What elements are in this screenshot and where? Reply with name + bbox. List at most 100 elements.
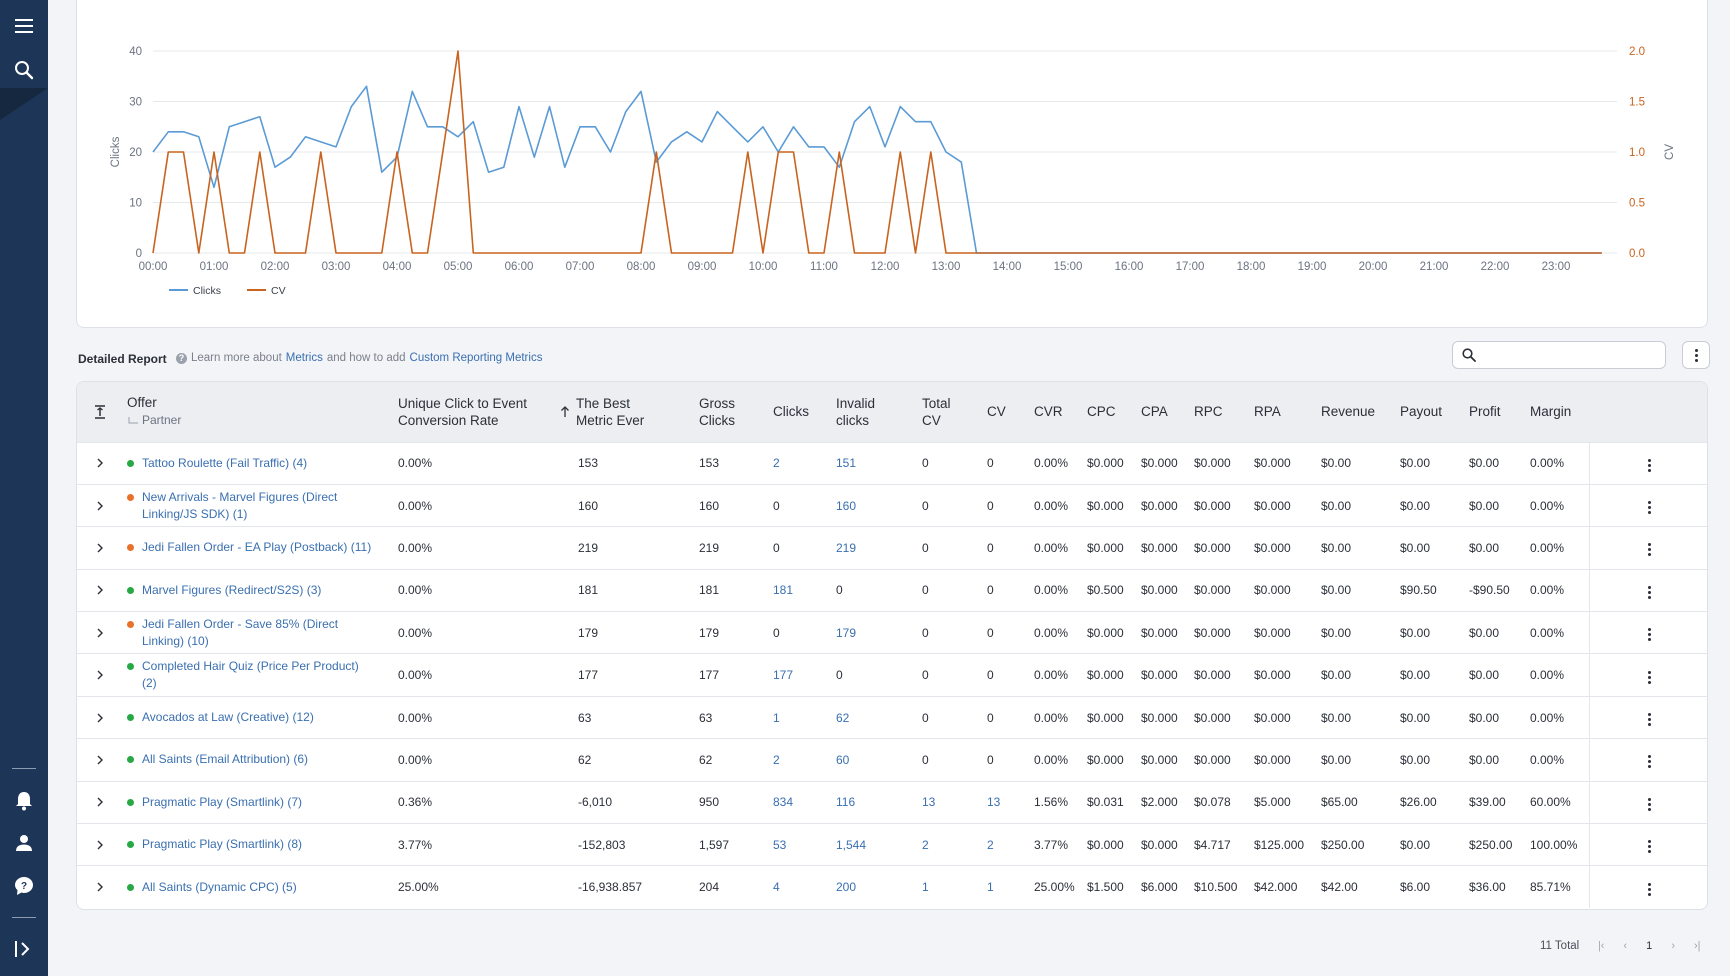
offer-link[interactable]: All Saints (Email Attribution) (6): [142, 752, 309, 767]
col-header-cvr[interactable]: CVR: [1030, 382, 1083, 442]
col-header-rpc[interactable]: RPC: [1190, 382, 1250, 442]
cell-clicks[interactable]: 1: [773, 710, 780, 725]
col-header-cpa[interactable]: CPA: [1137, 382, 1190, 442]
col-header-invalid-clicks[interactable]: Invalid clicks: [832, 382, 918, 442]
col-header-margin[interactable]: Margin: [1526, 382, 1589, 442]
expand-row-cell[interactable]: [77, 696, 123, 738]
user-icon[interactable]: [0, 823, 48, 863]
chevron-right-icon[interactable]: [81, 628, 119, 638]
expand-row-cell[interactable]: [77, 866, 123, 908]
row-kebab-icon[interactable]: [1644, 624, 1655, 645]
offer-link[interactable]: Completed Hair Quiz (Price Per Product) …: [142, 659, 359, 691]
cell-invalid-clicks[interactable]: 116: [836, 795, 856, 810]
col-header-gross-clicks[interactable]: Gross Clicks: [695, 382, 769, 442]
row-kebab-icon[interactable]: [1644, 497, 1655, 518]
cell-clicks[interactable]: 2: [773, 752, 780, 767]
search-icon[interactable]: [0, 50, 48, 90]
offer-link[interactable]: New Arrivals - Marvel Figures (Direct Li…: [142, 489, 338, 521]
cell-invalid-clicks[interactable]: 151: [836, 456, 857, 471]
cell-cv[interactable]: 1: [987, 880, 994, 895]
cell-invalid-clicks[interactable]: 62: [836, 710, 850, 725]
row-kebab-icon[interactable]: [1644, 582, 1655, 603]
offer-link[interactable]: Marvel Figures (Redirect/S2S) (3): [142, 582, 322, 597]
cell-clicks[interactable]: 834: [773, 795, 794, 810]
row-kebab-icon[interactable]: [1644, 539, 1655, 560]
sort-ascending-icon[interactable]: [560, 405, 570, 418]
cell-invalid-clicks[interactable]: 60: [836, 752, 850, 767]
cell-invalid-clicks[interactable]: 219: [836, 540, 857, 555]
col-header-clicks[interactable]: Clicks: [769, 382, 832, 442]
col-header-cpc[interactable]: CPC: [1083, 382, 1137, 442]
cell-invalid-clicks[interactable]: 160: [836, 498, 857, 513]
first-page-icon[interactable]: |‹: [1597, 940, 1605, 952]
row-kebab-icon[interactable]: [1644, 455, 1655, 476]
expand-row-cell[interactable]: [77, 612, 123, 654]
chevron-right-icon[interactable]: [81, 755, 119, 765]
expand-row-cell[interactable]: [77, 781, 123, 823]
chevron-right-icon[interactable]: [81, 543, 119, 553]
last-page-icon[interactable]: ›|: [1693, 940, 1701, 952]
chevron-right-icon[interactable]: [81, 670, 119, 680]
cell-cv[interactable]: 13: [987, 795, 1001, 810]
expand-row-cell[interactable]: [77, 739, 123, 781]
offer-link[interactable]: Avocados at Law (Creative) (12): [142, 710, 314, 725]
expand-row-cell[interactable]: [77, 824, 123, 866]
col-header-payout[interactable]: Payout: [1396, 382, 1465, 442]
metrics-link[interactable]: Metrics: [285, 352, 323, 364]
col-header-profit[interactable]: Profit: [1465, 382, 1526, 442]
help-icon[interactable]: ?: [0, 866, 48, 906]
chevron-right-icon[interactable]: [81, 585, 119, 595]
current-page[interactable]: 1: [1646, 940, 1653, 952]
chevron-right-icon[interactable]: [81, 458, 119, 468]
expand-row-cell[interactable]: [77, 442, 123, 484]
cell-total-cv[interactable]: 2: [922, 837, 929, 852]
more-options-button[interactable]: [1682, 341, 1710, 369]
cell-clicks[interactable]: 4: [773, 880, 780, 895]
chevron-right-icon[interactable]: [81, 713, 119, 723]
offer-link[interactable]: All Saints (Dynamic CPC) (5): [142, 879, 297, 894]
cell-clicks[interactable]: 177: [773, 668, 794, 683]
custom-metrics-link[interactable]: Custom Reporting Metrics: [409, 352, 543, 364]
offer-link[interactable]: Pragmatic Play (Smartlink) (8): [142, 837, 303, 852]
cell-invalid-clicks[interactable]: 200: [836, 880, 857, 895]
cell-total-cv[interactable]: 1: [922, 880, 929, 895]
cell-total-cv[interactable]: 13: [922, 795, 936, 810]
row-kebab-icon[interactable]: [1644, 667, 1655, 688]
offer-link[interactable]: Jedi Fallen Order - Save 85% (Direct Lin…: [142, 616, 339, 648]
collapse-all-icon[interactable]: [81, 405, 119, 419]
cell-invalid-clicks[interactable]: 179: [836, 625, 857, 640]
cell-clicks[interactable]: 181: [773, 583, 794, 598]
row-kebab-icon[interactable]: [1644, 709, 1655, 730]
expand-row-cell[interactable]: [77, 527, 123, 569]
row-kebab-icon[interactable]: [1644, 794, 1655, 815]
next-page-icon[interactable]: ›: [1671, 940, 1676, 952]
search-input[interactable]: [1481, 346, 1661, 364]
expand-row-cell[interactable]: [77, 654, 123, 696]
offer-link[interactable]: Jedi Fallen Order - EA Play (Postback) (…: [142, 540, 372, 555]
cell-cv[interactable]: 2: [987, 837, 994, 852]
cell-invalid-clicks[interactable]: 1,544: [836, 837, 867, 852]
col-header-cv[interactable]: CV: [983, 382, 1030, 442]
cell-clicks[interactable]: 53: [773, 837, 787, 852]
chevron-right-icon[interactable]: [81, 797, 119, 807]
col-header-best-metric[interactable]: The Best Metric Ever: [561, 382, 695, 442]
col-header-offer[interactable]: Offer Partner: [123, 382, 394, 442]
collapse-all-header[interactable]: [77, 382, 123, 442]
expand-row-cell[interactable]: [77, 484, 123, 526]
col-header-revenue[interactable]: Revenue: [1317, 382, 1396, 442]
col-header-rpa[interactable]: RPA: [1250, 382, 1317, 442]
expand-sidebar-icon[interactable]: [0, 929, 48, 969]
row-kebab-icon[interactable]: [1644, 751, 1655, 772]
col-header-total-cv[interactable]: Total CV: [918, 382, 983, 442]
row-kebab-icon[interactable]: [1644, 836, 1655, 857]
hamburger-menu-icon[interactable]: [0, 6, 48, 46]
row-kebab-icon[interactable]: [1644, 879, 1655, 900]
cell-clicks[interactable]: 2: [773, 456, 780, 471]
expand-row-cell[interactable]: [77, 569, 123, 611]
chevron-right-icon[interactable]: [81, 501, 119, 511]
col-header-unique-ctr[interactable]: Unique Click to Event Conversion Rate: [394, 382, 574, 442]
chevron-right-icon[interactable]: [81, 840, 119, 850]
prev-page-icon[interactable]: ‹: [1623, 940, 1628, 952]
offer-link[interactable]: Pragmatic Play (Smartlink) (7): [142, 794, 303, 809]
bell-icon[interactable]: [0, 781, 48, 821]
